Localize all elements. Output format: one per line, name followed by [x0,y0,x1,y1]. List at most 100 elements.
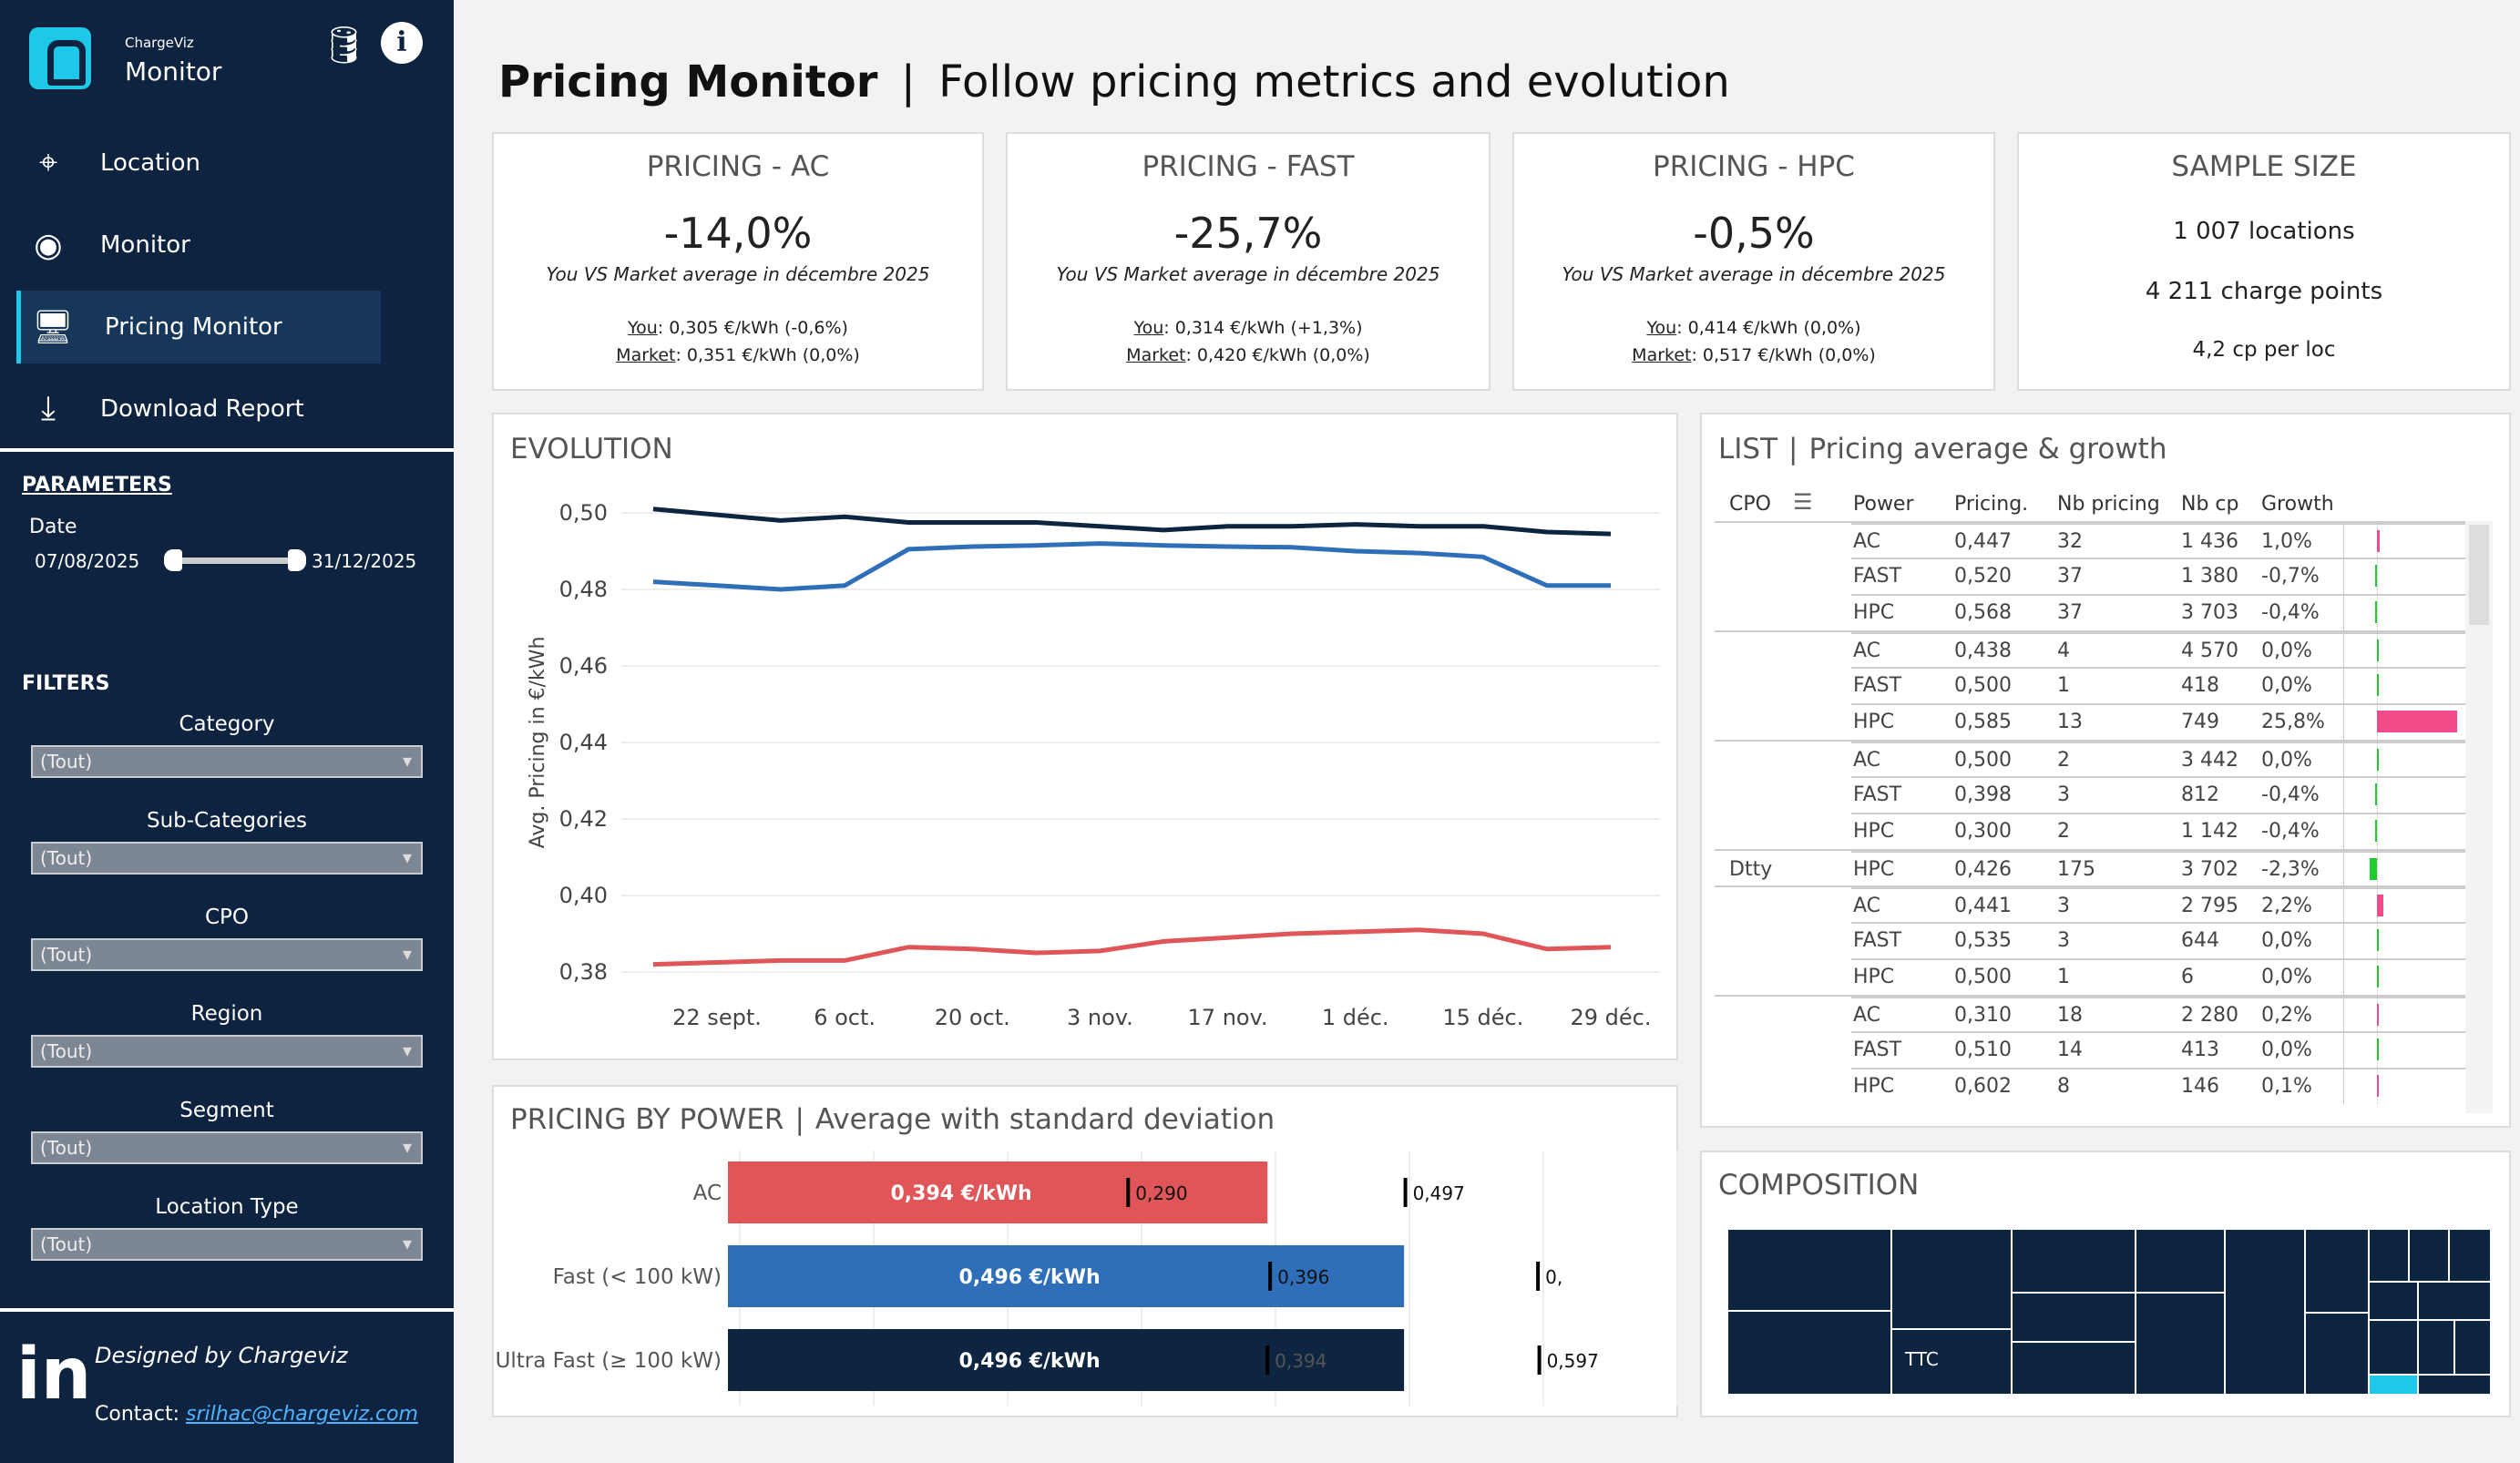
treemap-cell[interactable] [2368,1228,2410,1283]
cpo-select[interactable]: (Tout) [31,938,423,971]
market-value: : 0,517 €/kWh (0,0%) [1691,345,1876,365]
cell-pricing: 0,447 [1954,530,2012,553]
treemap-cell[interactable] [2408,1228,2450,1283]
treemap-cell[interactable] [2453,1319,2492,1376]
info-icon[interactable]: i [381,22,423,64]
treemap-cell[interactable] [2224,1228,2306,1396]
cell-pricing: 0,426 [1954,858,2012,881]
nav-download-report[interactable]: ⤓ Download Report [16,373,381,445]
column-header-pricing[interactable]: Pricing. [1954,493,2029,516]
growth-bar [2377,530,2381,552]
database-icon[interactable]: 🛢 [321,25,367,66]
pricing-by-power-chart: AC 0,394 €/kWh 0,290 0,497 Fast (< 100 kW) 0,… [496,1151,1678,1406]
cp-per-loc: 4,2 cp per loc [2192,338,2336,362]
date-slider-end-handle[interactable] [288,549,306,571]
table-row[interactable]: FAST 0,510 14 413 0,0% [1715,1031,2471,1068]
treemap-cell[interactable] [1726,1310,1892,1396]
series-line-hpc [652,506,1612,537]
column-header-cpo[interactable]: CPO [1729,493,1771,516]
date-start: 07/08/2025 [35,550,140,572]
table-row[interactable]: HPC 0,585 13 749 25,8% [1715,703,2471,740]
sub-categories-select[interactable]: (Tout) [31,842,423,875]
nav-label: Monitor [100,231,190,259]
table-row[interactable]: FAST 0,398 3 812 -0,4% [1715,776,2471,813]
column-header-nb-pricing[interactable]: Nb pricing [2057,493,2160,516]
treemap-cell[interactable] [2304,1312,2370,1396]
region-select[interactable]: (Tout) [31,1035,423,1068]
treemap-cell[interactable] [2417,1281,2492,1321]
treemap-cell[interactable] [1726,1228,1892,1312]
table-row[interactable]: Dtty HPC 0,426 175 3 702 -2,3% [1715,849,2471,887]
treemap-cell[interactable] [1890,1228,2013,1330]
cell-growth: 0,0% [2261,674,2312,697]
cell-growth: -0,4% [2261,783,2320,806]
filter-label: Region [190,1002,263,1026]
table-row[interactable]: FAST 0,500 1 418 0,0% [1715,667,2471,703]
cell-nb-pricing: 3 [2057,783,2070,806]
linkedin-icon[interactable]: in [16,1334,92,1416]
treemap-cell[interactable] [2368,1319,2419,1376]
growth-bar [2377,966,2379,987]
composition-treemap: TTC [1726,1228,2492,1396]
table-row[interactable]: AC 0,441 3 2 795 2,2% [1715,885,2471,924]
table-row[interactable]: FAST 0,520 37 1 380 -0,7% [1715,558,2471,594]
treemap-cell[interactable] [2417,1374,2492,1396]
treemap-cell[interactable] [2368,1281,2419,1321]
cell-nb-pricing: 14 [2057,1038,2083,1061]
treemap-cell[interactable]: TTC [1890,1328,2013,1396]
treemap-cell[interactable] [2135,1292,2226,1396]
growth-bar [2377,1075,2379,1097]
table-row[interactable]: HPC 0,500 1 6 0,0% [1715,958,2471,995]
cell-nb-cp: 1 380 [2181,565,2238,588]
treemap-cell[interactable] [2011,1228,2136,1294]
nav-location[interactable]: ⌖ Location [16,127,381,200]
kpi-card-fast: PRICING - FAST -25,7% You VS Market aver… [1006,132,1490,391]
category-label: AC [693,1182,722,1205]
date-slider-track[interactable] [171,558,295,564]
table-row[interactable]: HPC 0,602 8 146 0,1% [1715,1068,2471,1104]
filter-label: Location Type [155,1195,299,1219]
table-row[interactable]: FAST 0,535 3 644 0,0% [1715,922,2471,958]
cell-nb-cp: 413 [2181,1038,2219,1061]
table-row[interactable]: AC 0,447 32 1 436 1,0% [1715,521,2471,559]
cell-growth: 0,0% [2261,749,2312,772]
nav-label: Location [100,149,200,177]
sidebar-divider [0,1308,454,1312]
date-slider-start-handle[interactable] [164,549,182,571]
cell-pricing: 0,300 [1954,820,2012,843]
table-row[interactable]: AC 0,500 2 3 442 0,0% [1715,740,2471,778]
cell-pricing: 0,398 [1954,783,2012,806]
y-tick-label: 0,50 [559,500,608,526]
power-separator: | [794,1103,804,1136]
location-type-select[interactable]: (Tout) [31,1228,423,1261]
column-header-power[interactable]: Power [1853,493,1914,516]
cell-nb-pricing: 8 [2057,1075,2070,1098]
column-header-nb-cp[interactable]: Nb cp [2181,493,2239,516]
table-row[interactable]: HPC 0,568 37 3 703 -0,4% [1715,594,2471,630]
category-select[interactable]: (Tout) [31,745,423,778]
power-title: PRICING BY POWER [510,1103,784,1136]
treemap-cell[interactable] [2417,1319,2455,1376]
treemap-cell[interactable] [2011,1341,2136,1396]
column-header-growth[interactable]: Growth [2261,493,2334,516]
treemap-cell[interactable] [2304,1228,2370,1314]
table-row[interactable]: AC 0,438 4 4 570 0,0% [1715,630,2471,669]
contact-email-link[interactable]: srilhac@chargeviz.com [186,1403,418,1426]
cell-nb-pricing: 2 [2057,749,2070,772]
treemap-cell[interactable] [2011,1292,2136,1343]
cell-power: HPC [1853,966,1895,988]
nav-monitor[interactable]: ◉ Monitor [16,209,381,281]
treemap-cell[interactable] [2448,1228,2492,1283]
treemap-cell-highlight[interactable] [2368,1374,2419,1396]
list-scrollbar[interactable] [2465,521,2493,1113]
segment-select[interactable]: (Tout) [31,1131,423,1164]
growth-bar [2375,820,2377,842]
sort-icon[interactable]: ☰ [1793,489,1813,515]
table-row[interactable]: HPC 0,300 2 1 142 -0,4% [1715,813,2471,849]
nav-pricing-monitor[interactable]: 🖥 Pricing Monitor [16,291,381,363]
cell-power: HPC [1853,858,1895,881]
market-value: : 0,351 €/kWh (0,0%) [675,345,860,365]
treemap-cell[interactable] [2135,1228,2226,1294]
table-row[interactable]: AC 0,310 18 2 280 0,2% [1715,995,2471,1033]
cell-nb-cp: 812 [2181,783,2219,806]
